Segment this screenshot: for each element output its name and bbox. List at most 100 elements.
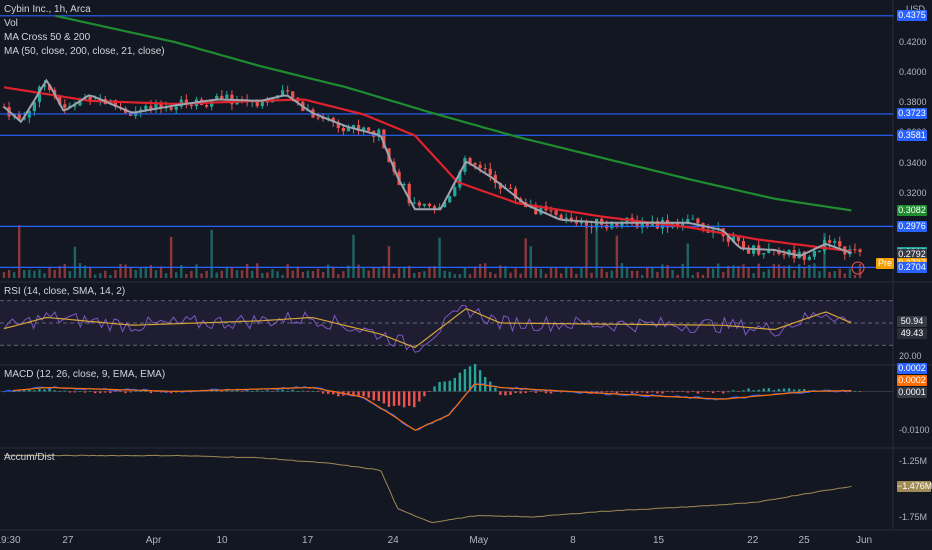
volume-bar (190, 271, 193, 278)
volume-bar (7, 270, 11, 278)
candle-body (584, 222, 589, 226)
volume-bar (792, 270, 796, 278)
volume-bar (332, 266, 335, 278)
candle-body (726, 236, 730, 242)
candle-body (508, 187, 513, 189)
candle-body (362, 127, 366, 132)
volume-bar (134, 269, 137, 278)
candle-body (610, 222, 614, 229)
volume-bar (529, 246, 532, 278)
volume-bar (250, 270, 254, 278)
volume-bar (483, 263, 487, 278)
volume-bar (463, 267, 467, 278)
price-tag: 0.2792 (897, 248, 927, 260)
macd-histogram-bar (473, 363, 477, 392)
macd-histogram-bar (296, 391, 299, 392)
volume-bar (63, 263, 66, 278)
macd-histogram-bar (494, 387, 497, 392)
candle-body (255, 101, 259, 107)
macd-histogram-bar (235, 390, 239, 392)
macd-histogram-bar (610, 391, 614, 393)
volume-bar (114, 270, 117, 278)
macd-histogram-bar (337, 391, 340, 397)
candle-body (559, 214, 563, 220)
accum-legend: Accum/Dist (4, 452, 55, 463)
volume-bar (519, 273, 522, 278)
macd-histogram-bar (620, 391, 624, 392)
macd-histogram-bar (119, 391, 122, 392)
candle-body (113, 100, 118, 107)
volume-bar (347, 265, 350, 278)
volume-bar (326, 264, 330, 278)
volume-bar (798, 264, 801, 278)
candle-body (88, 96, 92, 101)
volume-bar (787, 265, 791, 278)
volume-bar (296, 266, 299, 278)
macd-histogram-bar (33, 390, 36, 392)
candle-body (37, 86, 42, 103)
volume-bar (276, 271, 279, 278)
volume-bar (641, 274, 644, 278)
macd-histogram-bar (499, 391, 502, 395)
candle-body (453, 187, 457, 197)
lightning-icon (851, 261, 865, 275)
volume-bar (53, 269, 56, 278)
macd-histogram-bar (509, 391, 512, 395)
volume-bar (200, 273, 203, 278)
time-axis-label: 15 (652, 535, 665, 546)
volume-bar (833, 271, 836, 278)
macd-histogram-bar (706, 391, 710, 392)
candle-body (828, 240, 832, 243)
volume-bar (823, 232, 826, 278)
macd-histogram-bar (352, 391, 355, 397)
volume-bar (489, 271, 492, 278)
macd-histogram-bar (43, 389, 46, 392)
candle-body (63, 104, 67, 108)
volume-bar (357, 264, 360, 278)
macd-histogram-bar (93, 391, 97, 394)
volume-bar (514, 268, 517, 278)
candle-body (184, 99, 188, 105)
volume-bar (722, 272, 725, 278)
volume-bar (367, 270, 370, 278)
candle-body (645, 222, 649, 226)
macd-histogram-bar (549, 391, 553, 394)
volume-bar (767, 269, 771, 278)
volume-bar (408, 265, 411, 278)
volume-bar (423, 271, 426, 278)
macd-histogram-bar (656, 391, 659, 394)
candle-body (331, 117, 335, 123)
macd-legend: MACD (12, 26, close, 9, EMA, EMA) (4, 369, 166, 380)
volume-bar (676, 274, 679, 278)
volume-bar (727, 265, 730, 278)
macd-histogram-bar (843, 391, 847, 392)
macd-histogram-bar (321, 391, 325, 394)
volume-bar (164, 273, 168, 278)
macd-histogram-bar (169, 391, 173, 394)
accum-value-tag: −1.476M (897, 480, 932, 492)
macd-histogram-bar (78, 391, 82, 392)
candle-body (412, 202, 416, 204)
candle-body (341, 128, 345, 132)
candle-body (215, 95, 219, 101)
symbol-title: Cybin Inc., 1h, Arca (4, 4, 91, 15)
volume-bar (585, 226, 588, 278)
candle-body (174, 106, 178, 110)
macd-histogram-bar (443, 381, 446, 392)
volume-bar (539, 268, 543, 278)
rsi-axis-label: 20.00 (899, 351, 922, 362)
volume-bar (468, 274, 472, 278)
volume-bar (711, 268, 715, 278)
macd-histogram-bar (23, 389, 26, 392)
volume-bar (706, 266, 710, 278)
macd-histogram-bar (762, 388, 765, 392)
macd-histogram-bar (651, 391, 654, 393)
macd-histogram-bar (727, 391, 730, 393)
macd-histogram-bar (635, 391, 639, 393)
macd-histogram-bar (83, 391, 87, 393)
macd-histogram-bar (463, 369, 467, 392)
macd-histogram-bar (73, 391, 77, 393)
candle-body (42, 84, 47, 87)
candle-body (853, 249, 857, 251)
